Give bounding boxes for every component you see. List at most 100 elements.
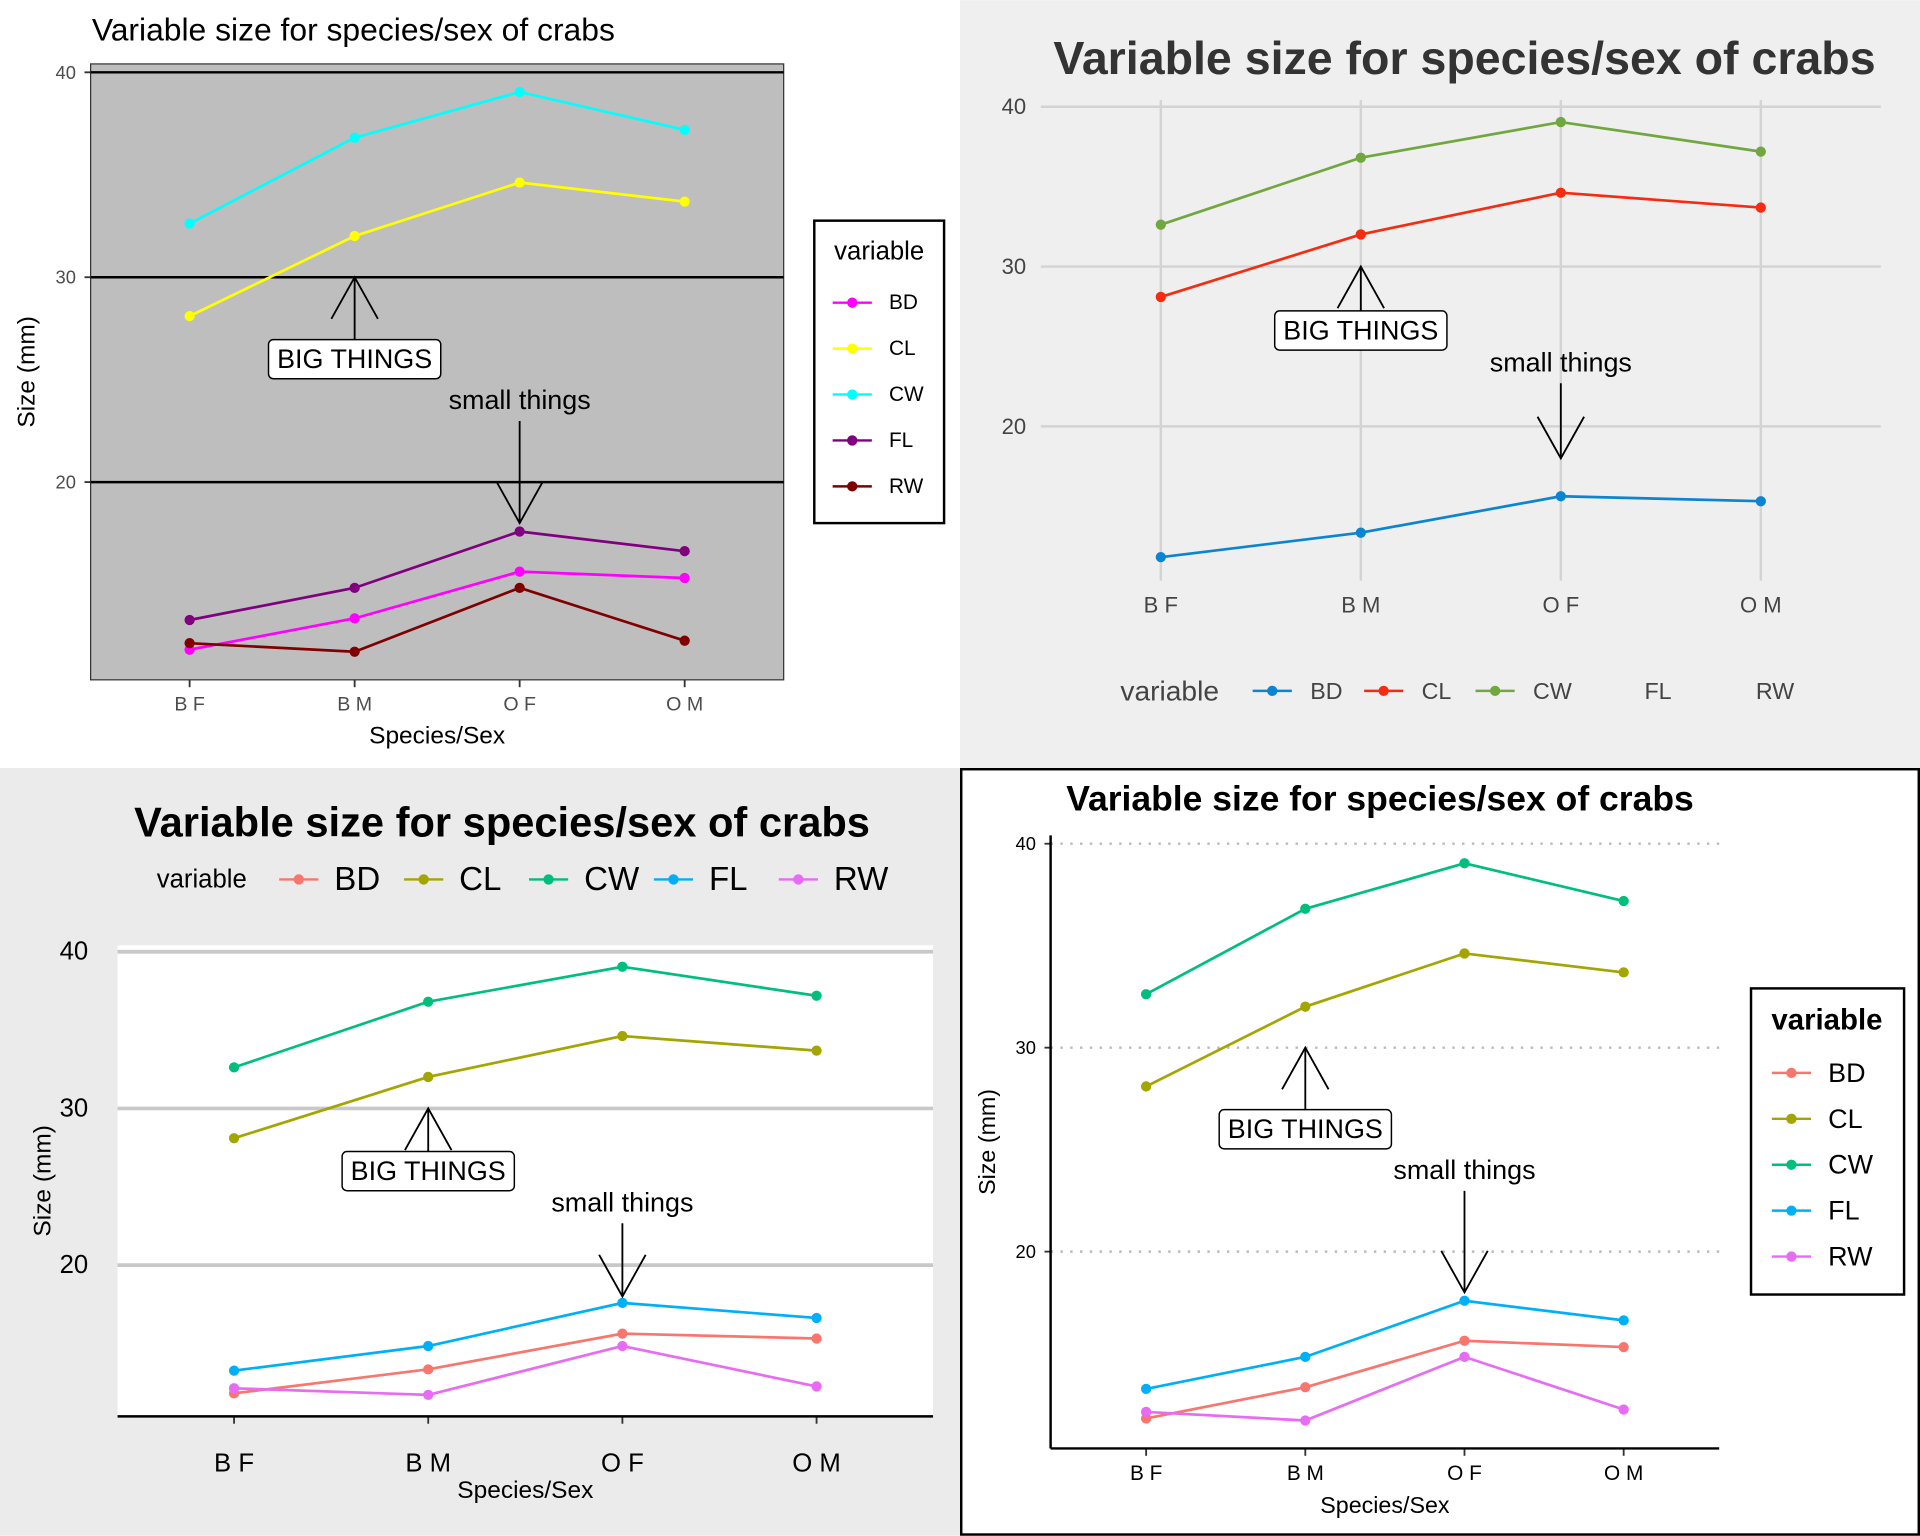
legend-label: CW [1828, 1150, 1873, 1180]
legend-box [1749, 987, 1906, 1296]
y-tick-label: 40 [60, 938, 89, 966]
x-tick-label: B F [214, 1450, 254, 1478]
data-point [617, 1340, 628, 1352]
chart-background [960, 0, 1920, 769]
legend-swatch-point [847, 481, 858, 492]
annotation-label: small things [551, 1187, 693, 1217]
legend-label: BD [1828, 1058, 1865, 1088]
series-line [1160, 191, 1761, 299]
series-line [234, 1344, 817, 1397]
series-line [1160, 120, 1762, 226]
x-tick-label: O F [1447, 1462, 1482, 1485]
data-point [1140, 1383, 1152, 1395]
legend-swatch-point [293, 874, 304, 885]
legend-label: CL [1422, 678, 1452, 704]
series-line [188, 90, 685, 225]
data-point [423, 1389, 434, 1401]
y-tick-label: 30 [55, 267, 75, 288]
data-point [228, 1062, 240, 1073]
legend-title: variable [157, 865, 247, 893]
data-point [679, 546, 690, 557]
data-point [679, 124, 690, 136]
data-point [1555, 491, 1566, 502]
data-point [1155, 552, 1166, 563]
data-point [1300, 1001, 1311, 1012]
data-point [811, 990, 822, 1001]
data-point [617, 1328, 628, 1339]
data-point [1300, 903, 1311, 914]
series-line [233, 1301, 817, 1372]
y-axis-title: Size (mm) [13, 316, 40, 427]
x-tick-label: O M [1740, 593, 1782, 618]
x-tick-label: B M [1287, 1462, 1324, 1485]
data-point [514, 177, 525, 188]
x-tick-label: O F [1542, 593, 1579, 618]
data-point [184, 614, 195, 626]
series-line [233, 1332, 817, 1395]
y-tick-label: 40 [1015, 833, 1035, 854]
annotation-label: BIG THINGS [1228, 1114, 1383, 1144]
data-point [1355, 527, 1366, 538]
chart-title: Variable size for species/sex of crabs [1066, 779, 1694, 819]
annotation-label: small things [1393, 1155, 1535, 1185]
data-point [1140, 1081, 1152, 1092]
legend-title: variable [834, 237, 924, 265]
annotation-arrowhead [404, 1106, 453, 1151]
series-line [189, 570, 685, 652]
legend-swatch-point [847, 389, 858, 400]
data-point [228, 1365, 240, 1376]
series-line [1145, 1339, 1624, 1420]
legend-label: BD [334, 861, 380, 898]
data-point [349, 230, 360, 242]
y-tick-label: 30 [1002, 254, 1027, 279]
x-axis-title: Species/Sex [369, 723, 505, 750]
data-point [1618, 1315, 1629, 1326]
legend-swatch-point [847, 297, 858, 308]
data-point [617, 1297, 628, 1309]
legend-label: BD [1310, 678, 1342, 704]
data-point [811, 1381, 822, 1392]
data-point [1618, 1341, 1629, 1353]
legend-box [813, 219, 946, 525]
x-tick-label: O M [666, 693, 703, 715]
data-point [1155, 219, 1166, 230]
legend-label: CL [1828, 1104, 1862, 1134]
x-tick-label: B M [337, 693, 372, 715]
data-point [514, 566, 525, 577]
legend-label: FL [709, 861, 748, 898]
series-line [1145, 1299, 1624, 1391]
y-tick-label: 40 [55, 62, 75, 83]
annotation-box [1218, 1108, 1393, 1150]
data-point [679, 572, 690, 584]
series-line [233, 965, 817, 1069]
y-tick-label: 20 [60, 1251, 89, 1279]
data-point [349, 132, 360, 143]
annotation-arrowhead [1281, 1045, 1330, 1090]
x-tick-label: O F [601, 1450, 644, 1478]
legend-title: variable [1120, 675, 1219, 706]
data-point [1300, 1415, 1311, 1426]
legend-label: CL [889, 337, 916, 360]
x-axis-title: Species/Sex [457, 1477, 593, 1504]
legend-swatch-point [1786, 1205, 1797, 1216]
series-line [189, 530, 685, 622]
y-tick-label: 20 [55, 472, 75, 493]
data-point [423, 1340, 434, 1352]
data-point [228, 1133, 240, 1144]
data-point [349, 613, 360, 624]
legend-label: RW [1828, 1242, 1873, 1272]
data-point [1555, 187, 1566, 198]
legend-swatch-point [847, 343, 858, 354]
legend-title: variable [1771, 1004, 1882, 1037]
plot-panel [117, 945, 934, 1417]
data-point [423, 1364, 434, 1375]
data-point [1618, 1404, 1629, 1415]
legend-swatch-point [668, 874, 679, 885]
x-tick-label: O F [503, 693, 536, 715]
legend-label: BD [889, 291, 918, 314]
data-point [1459, 858, 1470, 869]
data-point [228, 1383, 240, 1394]
x-tick-label: O M [792, 1450, 841, 1478]
y-tick-label: 20 [1015, 1241, 1035, 1262]
data-point [349, 582, 360, 593]
